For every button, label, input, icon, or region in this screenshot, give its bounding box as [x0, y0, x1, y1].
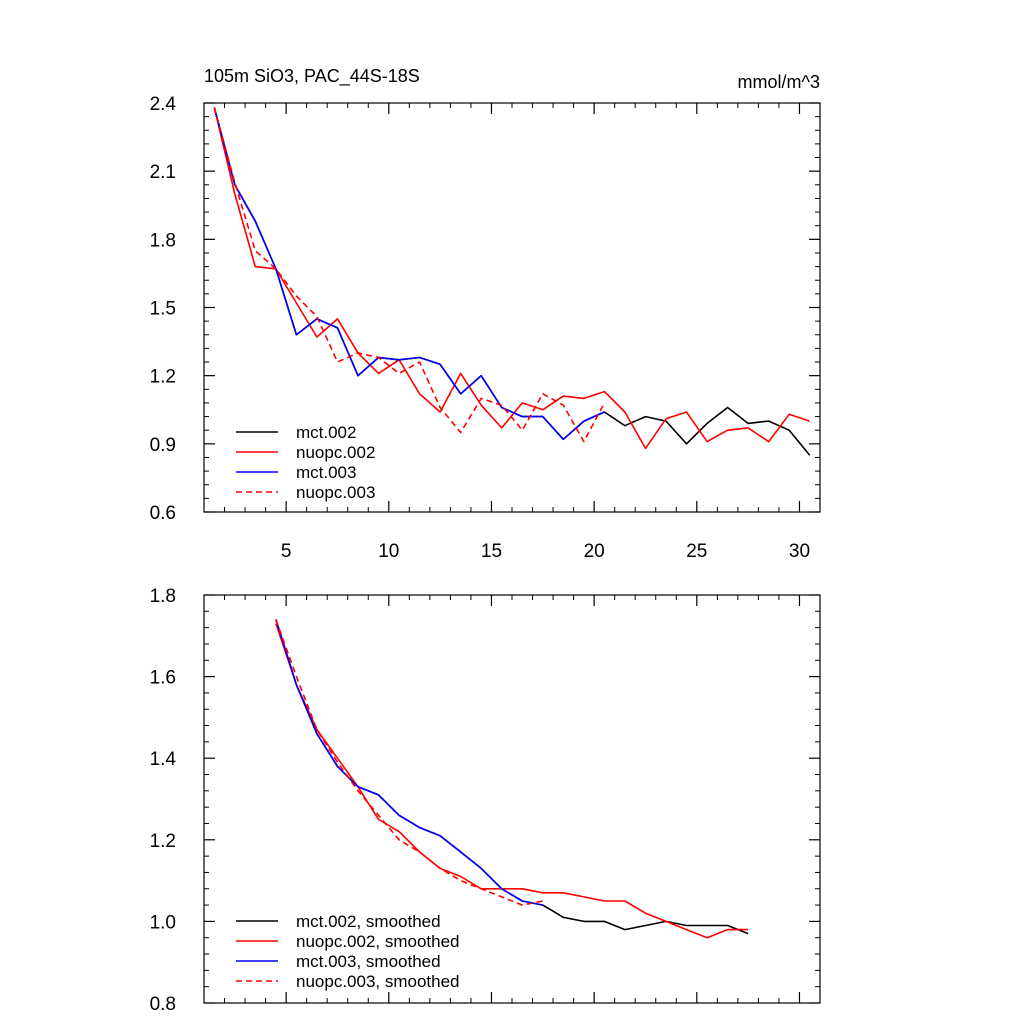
y-tick-label: 1.8	[150, 230, 176, 251]
y-tick-label: 1.6	[150, 668, 176, 689]
legend-label: mct.002	[296, 423, 356, 442]
series-line-1	[213, 107, 810, 450]
top-line-panel: 5 10 15 20 25 300.60.91.21.51.82.12.4mct.002n…	[150, 94, 821, 562]
x-tick-label: 10	[378, 541, 399, 562]
y-tick-label: 1.2	[150, 367, 176, 388]
x-tick-label: 20	[584, 541, 605, 562]
x-tick-label: 5	[281, 541, 292, 562]
series-line-1	[275, 623, 749, 939]
x-tick-label: 25	[686, 541, 707, 562]
series-line-3	[213, 107, 606, 443]
y-tick-label: 1.0	[150, 912, 176, 933]
series-line-2	[275, 619, 543, 906]
chart-title: 105m SiO3, PAC_44S-18S	[204, 66, 420, 87]
legend-label: nuopc.002	[296, 443, 375, 462]
series-line-3	[275, 619, 543, 906]
legend-label: mct.002, smoothed	[296, 912, 441, 931]
y-tick-label: 1.4	[150, 749, 177, 770]
legend-label: nuopc.003, smoothed	[296, 972, 460, 991]
x-tick-label: 15	[481, 541, 502, 562]
y-tick-label: 1.5	[150, 299, 176, 320]
legend-label: nuopc.002, smoothed	[296, 932, 460, 951]
x-tick-label: 30	[789, 541, 810, 562]
y-tick-label: 0.8	[150, 994, 176, 1015]
chart-units: mmol/m^3	[738, 72, 820, 92]
y-tick-label: 0.9	[150, 435, 176, 456]
y-tick-label: 1.2	[150, 831, 176, 852]
series-line-2	[213, 107, 605, 441]
y-tick-label: 0.6	[150, 503, 176, 524]
y-tick-label: 1.8	[150, 586, 176, 607]
legend-label: mct.003	[296, 463, 356, 482]
legend-label: nuopc.003	[296, 483, 375, 502]
series-line-0	[213, 107, 811, 456]
y-tick-label: 2.1	[150, 162, 176, 183]
legend-label: mct.003, smoothed	[296, 952, 441, 971]
y-tick-label: 2.4	[150, 94, 177, 115]
